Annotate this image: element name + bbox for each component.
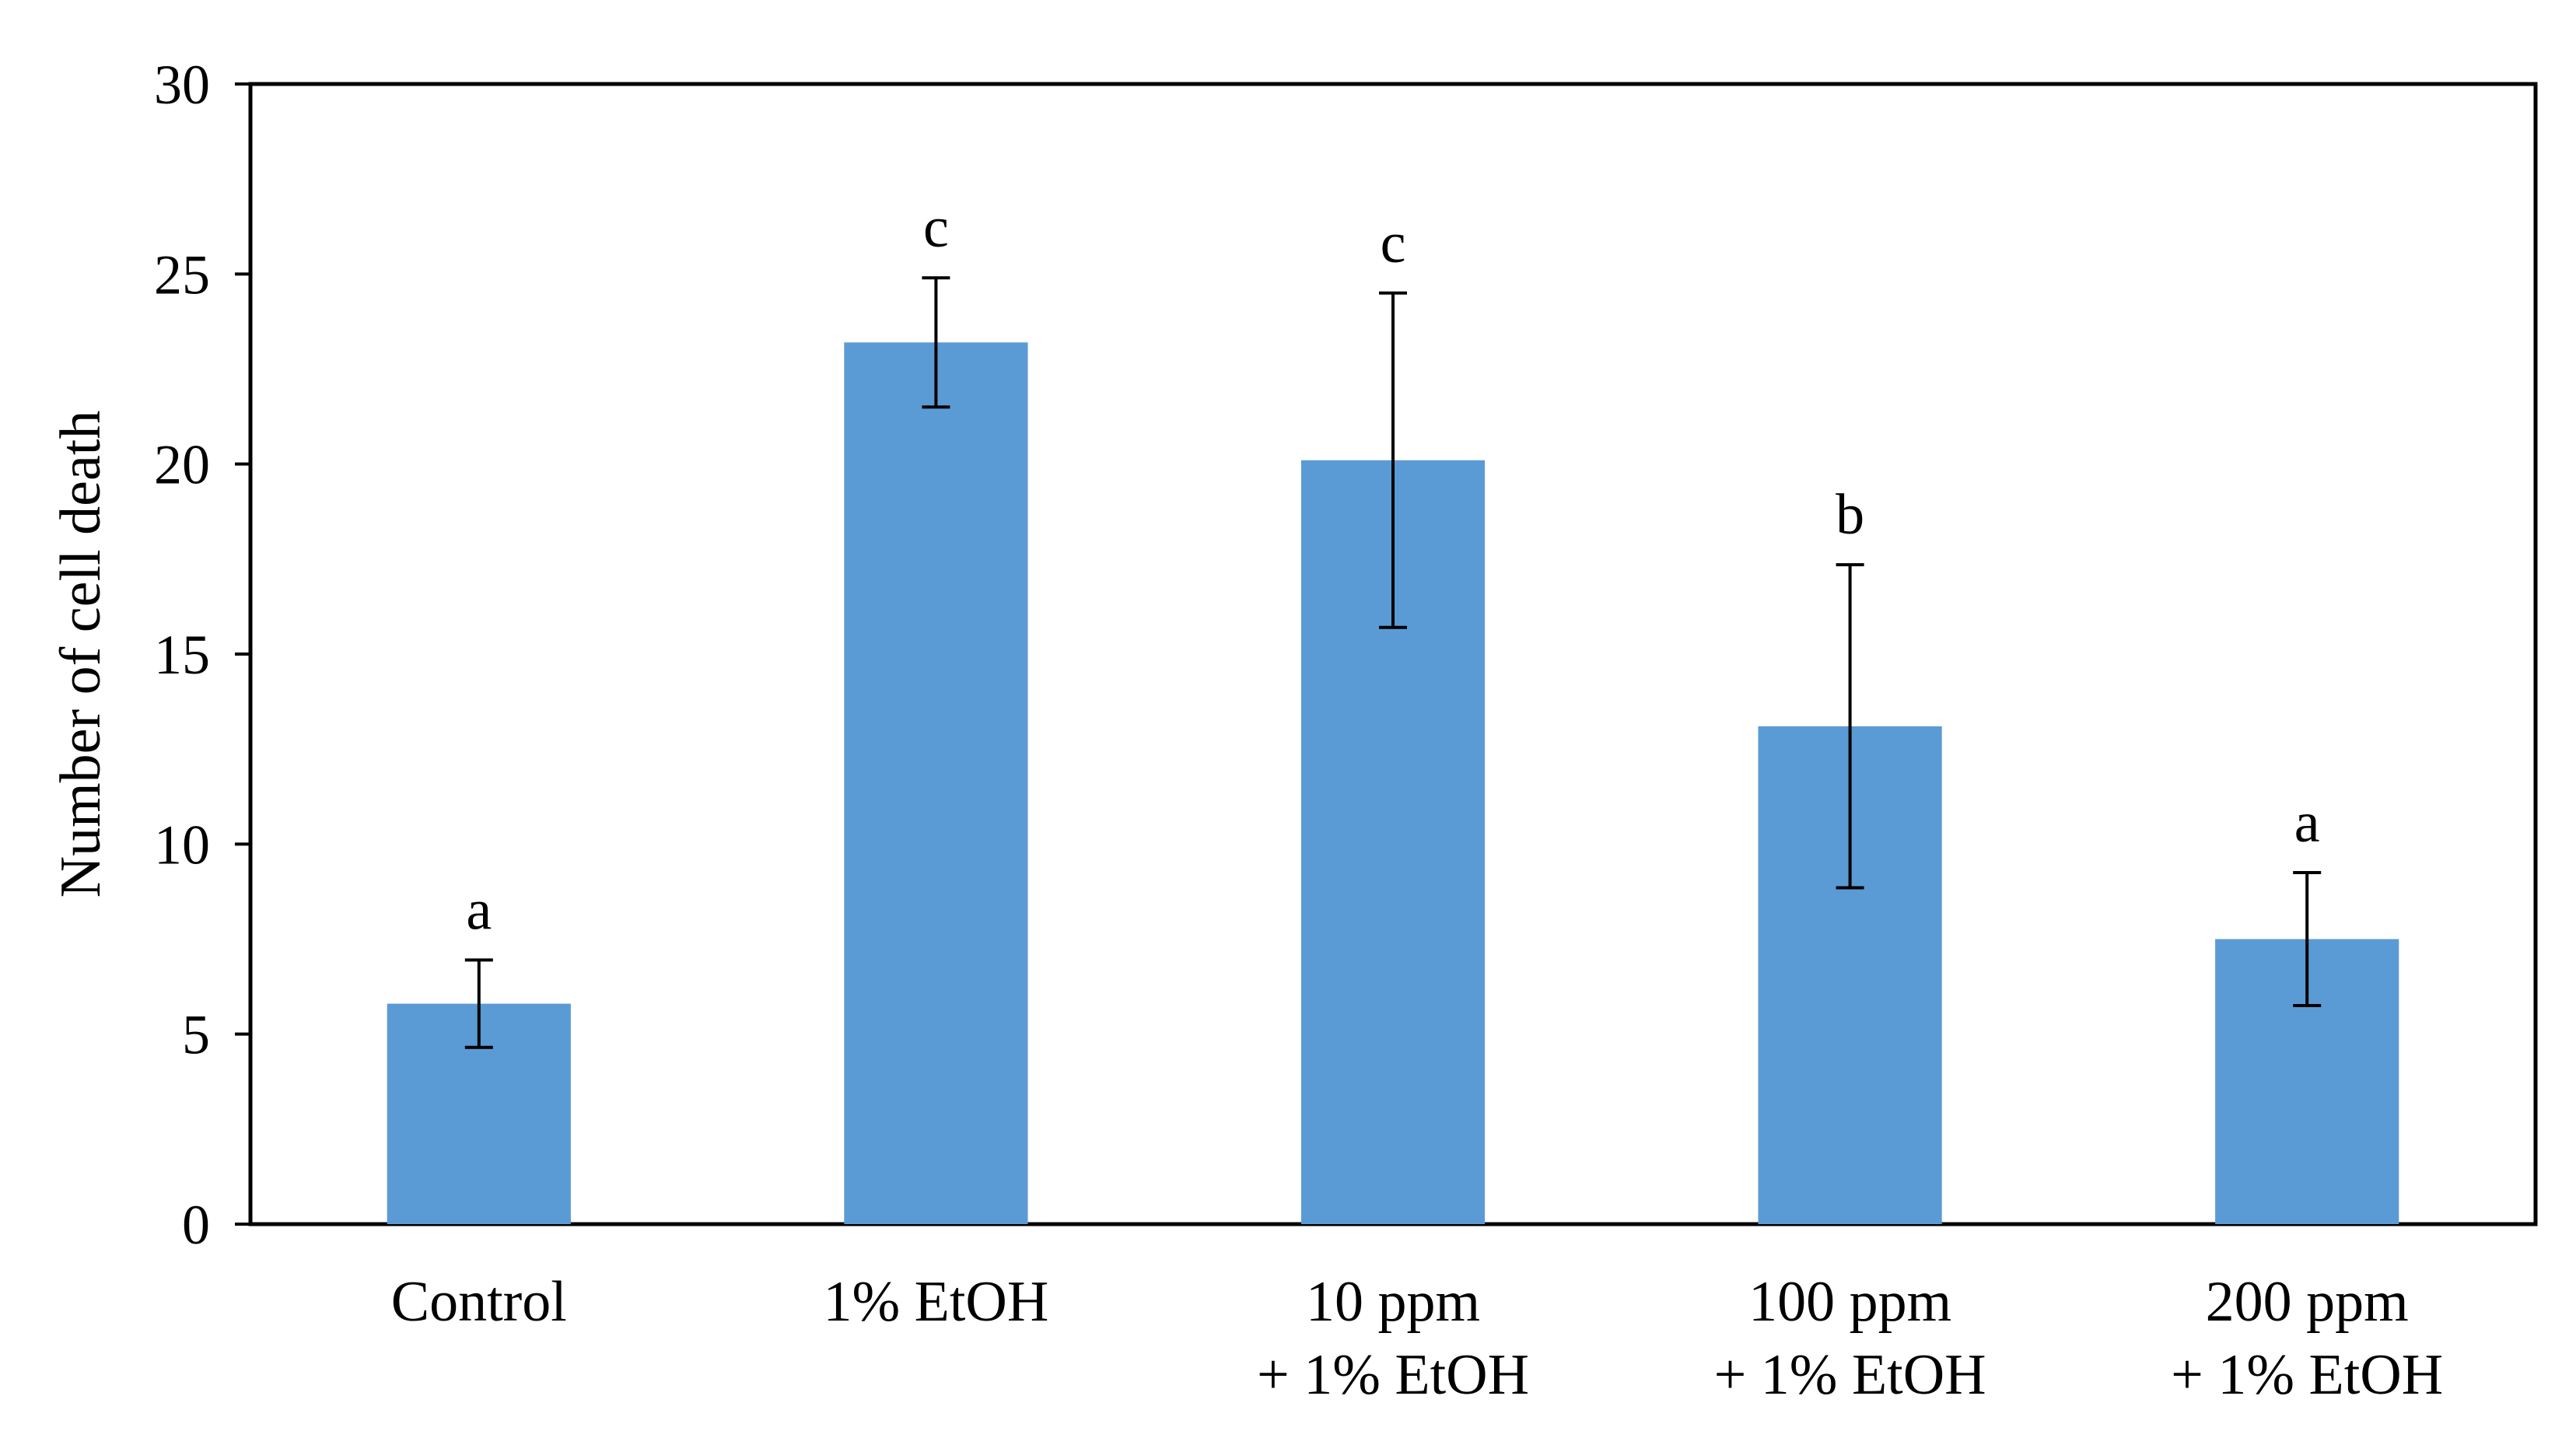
x-axis-labels: Control 1% EtOH 10 ppm + 1% EtOH 100 ppm + 1%…: [391, 1270, 2443, 1407]
x-category-label: 200 ppm: [2206, 1270, 2409, 1334]
error-bar: [922, 276, 950, 409]
y-tick-label: 0: [182, 1194, 210, 1256]
x-category-label: 1% EtOH: [824, 1270, 1049, 1334]
error-bars-group: [464, 276, 2322, 1049]
bar: [844, 342, 1028, 1224]
error-bar: [1836, 563, 1864, 890]
significance-letter: c: [923, 196, 949, 260]
y-tick-label: 10: [154, 813, 210, 876]
y-axis-label: Number of cell death: [49, 411, 113, 898]
y-tick-label: 30: [154, 54, 210, 116]
significance-letters-group: a c c b a: [466, 196, 2319, 942]
significance-letter: a: [2294, 791, 2320, 855]
error-bar: [464, 958, 493, 1049]
x-category-label: 100 ppm: [1748, 1270, 1951, 1334]
x-category-label-line2: + 1% EtOH: [1714, 1343, 1986, 1407]
y-tick-label: 20: [154, 434, 210, 496]
x-category-label: Control: [391, 1270, 567, 1334]
y-tick-label: 25: [154, 243, 210, 306]
y-tick-label: 15: [154, 624, 210, 686]
x-category-label: 10 ppm: [1306, 1270, 1480, 1334]
significance-letter: a: [466, 878, 492, 942]
error-bar: [1379, 291, 1407, 629]
y-axis-ticks: 0 5 10 15 20 25 30: [154, 54, 250, 1256]
bars-group: [387, 342, 2399, 1224]
significance-letter: b: [1836, 483, 1864, 547]
error-bar: [2293, 870, 2322, 1008]
significance-letter: c: [1381, 212, 1406, 275]
x-category-label-line2: + 1% EtOH: [2171, 1343, 2443, 1407]
y-tick-label: 5: [182, 1004, 210, 1066]
x-category-label-line2: + 1% EtOH: [1257, 1343, 1529, 1407]
